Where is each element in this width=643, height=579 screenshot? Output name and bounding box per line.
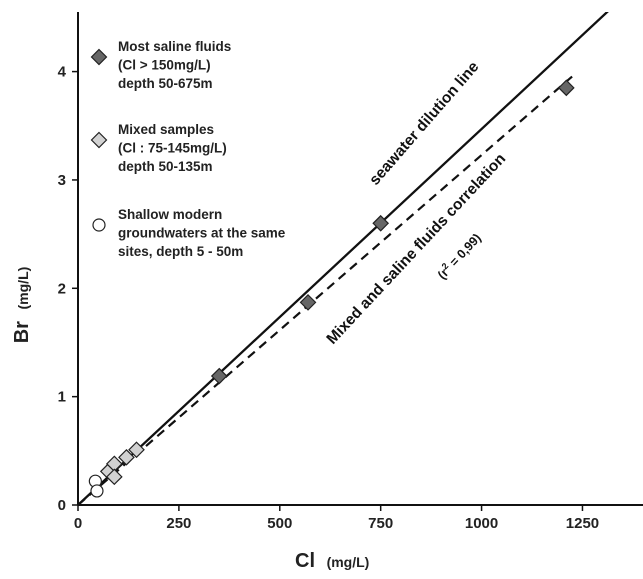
x-tick-label: 1250 <box>566 515 599 532</box>
x-axis-title: Cl (mg/L) <box>295 550 369 572</box>
y-tick-label: 1 <box>58 389 66 406</box>
y-axis-title: Br (mg/L) <box>11 267 33 344</box>
data-point-series-1 <box>372 214 390 232</box>
legend-marker-series-3 <box>92 218 106 232</box>
legend-label-series-3: sites, depth 5 - 50m <box>118 244 243 259</box>
data-point-series-2 <box>128 441 145 459</box>
legend-label-series-1: depth 50-675m <box>118 76 213 91</box>
y-axis-label: Br <box>11 321 33 343</box>
data-points <box>88 79 575 498</box>
x-axis-unit: (mg/L) <box>327 554 370 570</box>
x-tick-label: 250 <box>166 515 191 532</box>
axes <box>77 12 643 506</box>
seawater-dilution-line <box>78 12 609 505</box>
legend-label-series-3: groundwaters at the same <box>118 226 286 241</box>
correlation-line <box>78 75 574 505</box>
y-tick-label: 2 <box>58 280 66 297</box>
r2-superscript: 2 <box>440 261 451 271</box>
legend-label-series-1: Most saline fluids <box>118 39 231 54</box>
legend-label-series-2: depth 50-135m <box>118 159 213 174</box>
data-point-series-3 <box>90 484 104 498</box>
x-axis-label: Cl <box>295 550 315 572</box>
legend-marker-series-1 <box>90 48 108 66</box>
x-tick-label: 500 <box>267 515 292 532</box>
y-tick-label: 0 <box>58 497 66 514</box>
legend-label-series-2: Mixed samples <box>118 122 214 137</box>
data-point-series-2 <box>118 448 135 466</box>
regression-lines <box>78 12 609 505</box>
legend-marker-series-2 <box>90 131 108 149</box>
legend-label-series-3: Shallow modern <box>118 207 222 222</box>
x-tick-label: 1000 <box>465 515 498 532</box>
data-point-series-1 <box>210 367 228 385</box>
x-tick-label: 750 <box>368 515 393 532</box>
y-axis-unit: (mg/L) <box>15 267 31 310</box>
y-tick-label: 4 <box>58 64 67 81</box>
legend-label-series-1: (Cl > 150mg/L) <box>118 58 211 73</box>
data-point-series-1 <box>557 79 575 97</box>
x-tick-label: 0 <box>74 515 82 532</box>
legend: Most saline fluids (Cl > 150mg/L) depth 50… <box>90 39 286 259</box>
tick-labels: 0 250 500 750 1000 1250 0 1 2 3 4 <box>58 64 599 532</box>
legend-label-series-2: (Cl : 75-145mg/L) <box>118 141 227 156</box>
data-point-series-2 <box>105 468 123 486</box>
y-tick-label: 3 <box>58 172 66 189</box>
data-point-series-1 <box>299 294 317 311</box>
